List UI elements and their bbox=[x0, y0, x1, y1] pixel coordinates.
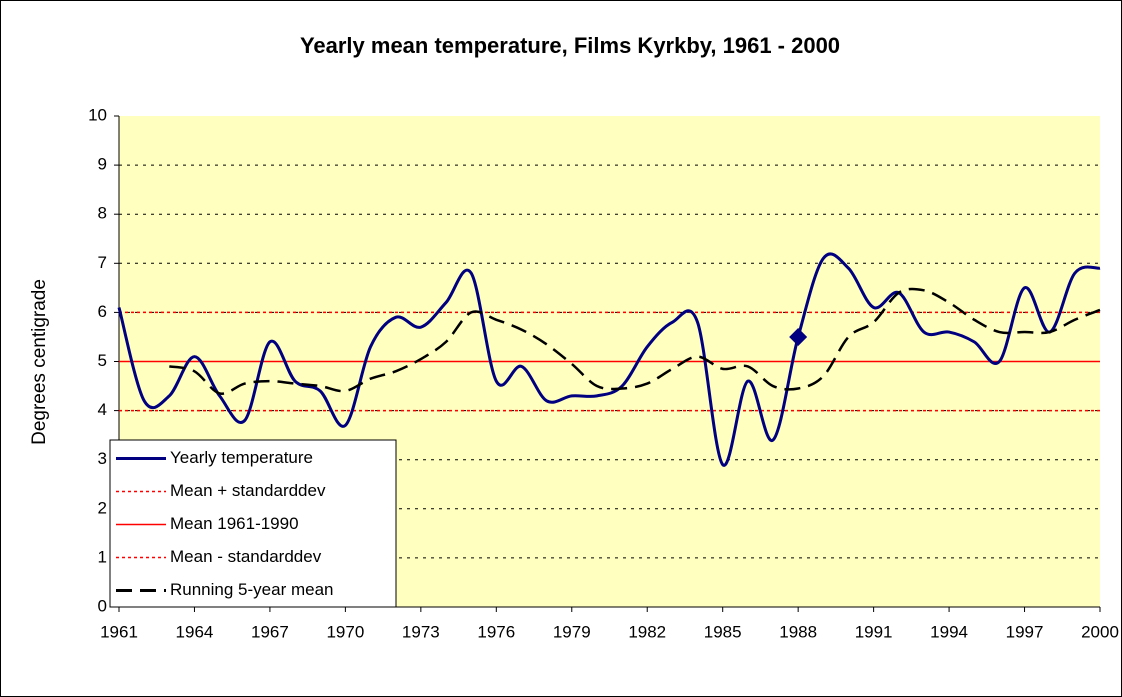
y-tick-label: 5 bbox=[98, 351, 107, 370]
y-tick-label: 7 bbox=[98, 253, 107, 272]
x-tick-label: 1985 bbox=[704, 622, 742, 641]
legend-label: Yearly temperature bbox=[170, 448, 313, 467]
legend-label: Running 5-year mean bbox=[170, 580, 333, 599]
x-tick-label: 1991 bbox=[855, 622, 893, 641]
x-tick-label: 2000 bbox=[1081, 622, 1119, 641]
x-tick-label: 1967 bbox=[251, 622, 289, 641]
legend bbox=[109, 439, 397, 608]
y-axis-label: Degrees centigrade bbox=[29, 279, 50, 445]
x-tick-label: 1970 bbox=[326, 622, 364, 641]
x-tick-label: 1964 bbox=[176, 622, 214, 641]
x-tick-label: 1988 bbox=[779, 622, 817, 641]
y-tick-label: 10 bbox=[88, 105, 107, 124]
y-tick-label: 1 bbox=[98, 547, 107, 566]
x-tick-label: 1982 bbox=[628, 622, 666, 641]
y-tick-label: 6 bbox=[98, 302, 107, 321]
x-tick-label: 1973 bbox=[402, 622, 440, 641]
series-line bbox=[117, 252, 1101, 467]
x-tick-label: 1976 bbox=[477, 622, 515, 641]
y-tick-label: 2 bbox=[98, 498, 107, 517]
legend-label: Mean + standarddev bbox=[170, 481, 326, 500]
legend-label: Mean - standarddev bbox=[170, 547, 322, 566]
chart-title: Yearly mean temperature, Films Kyrkby, 1… bbox=[300, 33, 840, 58]
y-tick-label: 0 bbox=[98, 596, 107, 615]
y-tick-label: 9 bbox=[98, 155, 107, 174]
y-tick-label: 4 bbox=[98, 400, 107, 419]
x-tick-label: 1979 bbox=[553, 622, 591, 641]
x-tick-label: 1994 bbox=[930, 622, 968, 641]
x-tick-label: 1997 bbox=[1006, 622, 1044, 641]
y-tick-label: 8 bbox=[98, 204, 107, 223]
highlight-marker bbox=[789, 327, 808, 346]
legend-label: Mean 1961-1990 bbox=[170, 514, 299, 533]
x-tick-label: 1961 bbox=[100, 622, 138, 641]
y-tick-label: 3 bbox=[98, 449, 107, 468]
